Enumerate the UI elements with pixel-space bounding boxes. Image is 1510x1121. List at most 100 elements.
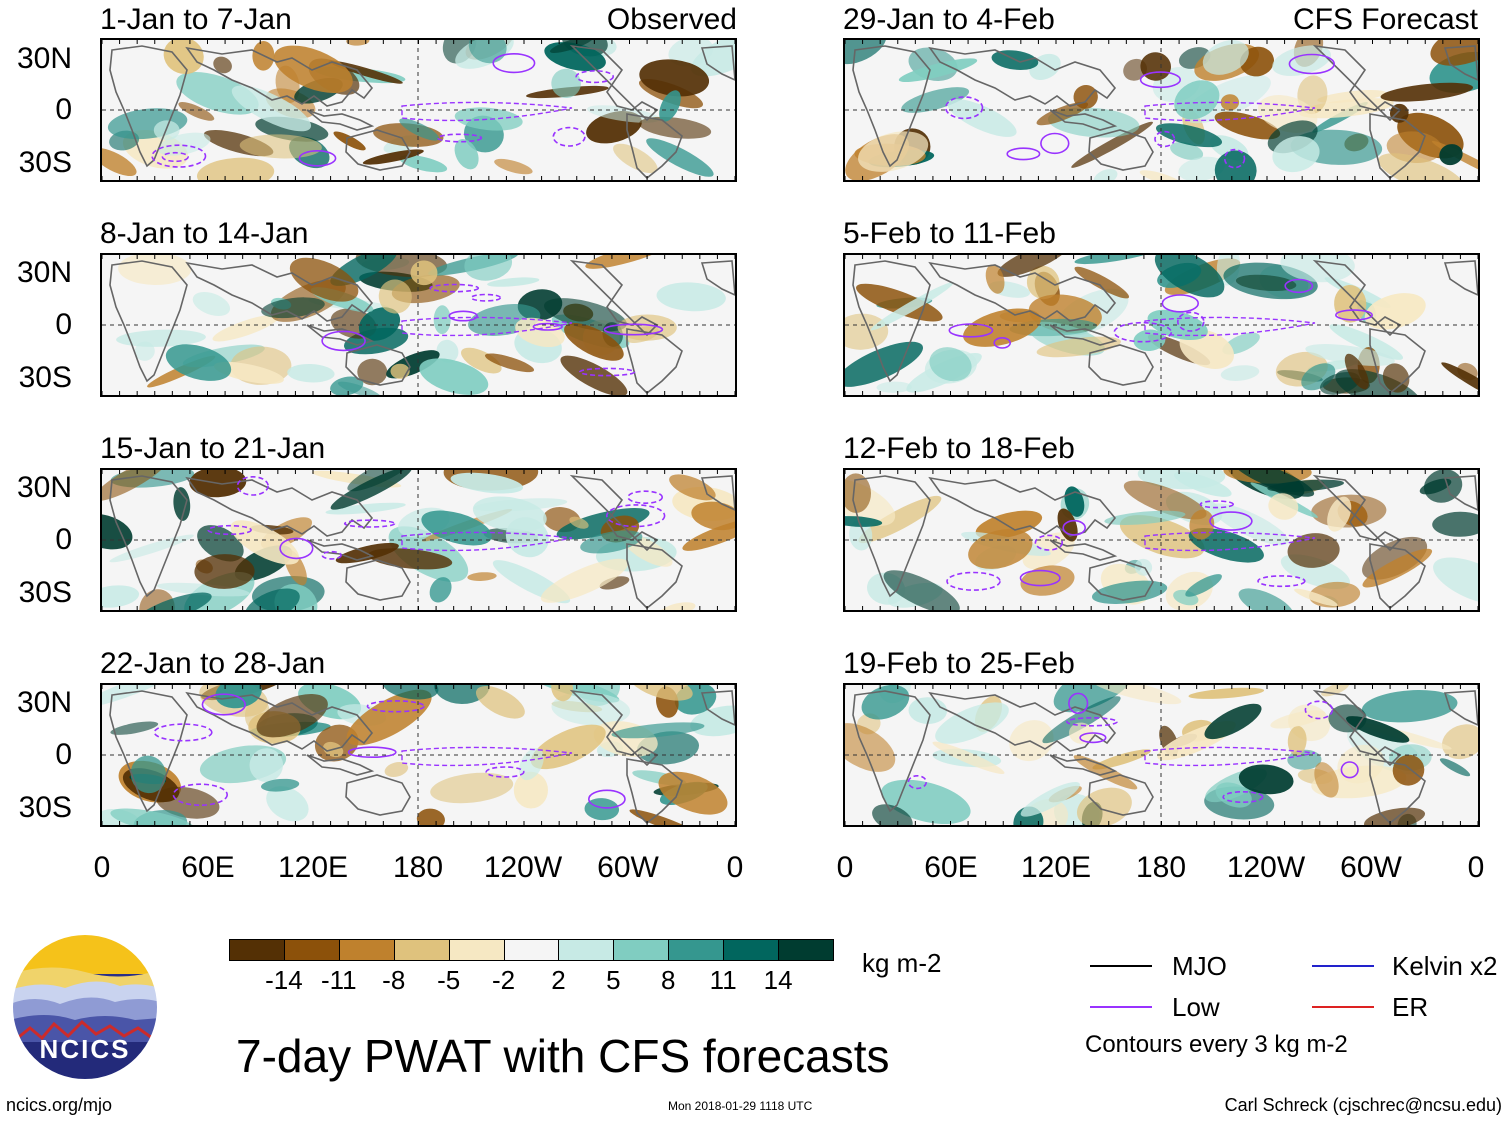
- coastline: [852, 475, 931, 598]
- coastline: [626, 758, 683, 825]
- anomaly-blob: [947, 99, 1017, 137]
- anomaly-blob: [1270, 710, 1326, 729]
- pwat-anomaly-map: [102, 40, 735, 180]
- source-url[interactable]: ncics.org/mjo: [6, 1095, 113, 1115]
- anomaly-blob: [429, 577, 452, 603]
- lon-label-120e: 120E: [277, 851, 349, 884]
- low-contour: [1304, 700, 1334, 720]
- anomaly-blob: [639, 59, 710, 97]
- kelvin-legend-line: [1312, 965, 1374, 967]
- anomaly-blob: [1069, 722, 1094, 744]
- anomaly-blob: [985, 264, 1005, 294]
- low-contour: [448, 310, 478, 322]
- pwat-anomaly-map: [102, 685, 735, 825]
- coastline: [1049, 109, 1118, 131]
- anomaly-blob: [1174, 471, 1232, 497]
- anomaly-blob: [639, 116, 712, 139]
- coastline: [928, 691, 1117, 752]
- anomaly-blob: [156, 582, 250, 597]
- low-contour: [1209, 511, 1253, 531]
- low-contour: [1019, 569, 1061, 587]
- anomaly-blob: [551, 685, 573, 702]
- anomaly-blob: [1430, 40, 1478, 66]
- colorbar-label: 11: [709, 965, 737, 995]
- anomaly-blob: [1439, 758, 1471, 777]
- author-credit: Carl Schreck (cjschrec@ncsu.edu): [1224, 1095, 1502, 1115]
- anomaly-blob: [1220, 365, 1260, 381]
- anomaly-blob: [1267, 479, 1344, 492]
- anomaly-blob: [1439, 144, 1463, 166]
- coastline: [626, 328, 683, 395]
- anomaly-blob: [997, 255, 1069, 277]
- colorbar-label: -5: [437, 965, 461, 995]
- anomaly-blob: [464, 255, 513, 281]
- anomaly-blob: [1170, 142, 1204, 160]
- lat-label-30n: 30N: [16, 42, 72, 75]
- anomaly-blob: [244, 588, 300, 610]
- anomaly-blob: [102, 470, 169, 501]
- coastline: [928, 46, 1117, 107]
- ncics-logo: NCICS: [10, 932, 160, 1082]
- anomaly-blob: [287, 363, 335, 383]
- anomaly-blob: [346, 40, 370, 46]
- anomaly-blob: [212, 314, 279, 342]
- anomaly-blob: [1382, 363, 1410, 393]
- colorbar-label: -8: [382, 965, 406, 995]
- lat-label-eq: 0: [55, 308, 72, 341]
- coastline: [928, 261, 1117, 322]
- low-contour: [1334, 309, 1373, 321]
- coastline: [1049, 754, 1118, 776]
- anomaly-blob: [330, 470, 412, 510]
- anomaly-blob: [192, 292, 231, 316]
- anomaly-blob: [690, 40, 735, 77]
- anomaly-blob: [378, 279, 412, 314]
- anomaly-blob: [436, 339, 459, 363]
- anomaly-blob: [682, 519, 735, 551]
- anomaly-blob: [856, 283, 943, 322]
- low-contour: [1079, 732, 1107, 744]
- anomaly-blob: [433, 305, 451, 335]
- colorbar-label: -2: [491, 965, 516, 995]
- coastline: [306, 324, 375, 346]
- low-contour: [552, 126, 586, 147]
- anomaly-blob: [691, 501, 735, 531]
- anomaly-blob: [1020, 565, 1075, 596]
- anomaly-blob: [487, 277, 540, 287]
- colorbar-swatch: [448, 939, 505, 961]
- coastline: [626, 113, 683, 180]
- anomaly-blob: [1380, 82, 1474, 102]
- coastline: [1088, 344, 1154, 386]
- anomaly-blob: [858, 495, 942, 544]
- lat-label-30n: 30N: [16, 686, 72, 719]
- anomaly-blob: [256, 693, 328, 738]
- anomaly-blob: [629, 685, 693, 701]
- anomaly-blob: [165, 344, 232, 381]
- coastline: [109, 690, 188, 813]
- anomaly-blob: [116, 329, 206, 347]
- anomaly-blob: [858, 131, 929, 172]
- low-contour: [1340, 761, 1359, 779]
- low-legend-label: Low: [1172, 992, 1220, 1022]
- anomaly-blob: [883, 570, 960, 610]
- coastline: [345, 129, 411, 171]
- map-panel-3: [100, 468, 737, 612]
- low-legend-line: [1090, 1006, 1152, 1008]
- anomaly-blob: [196, 157, 275, 180]
- anomaly-blob: [1155, 123, 1223, 148]
- low-contour: [437, 133, 483, 143]
- anomaly-blob: [102, 685, 173, 708]
- panel-title-1: 1-Jan to 7-Jan: [100, 3, 292, 36]
- coastline: [1049, 539, 1118, 561]
- anomaly-blob: [550, 40, 594, 54]
- colorbar-label: -11: [320, 965, 357, 995]
- coastline: [569, 259, 659, 337]
- mjo-legend-line: [1090, 965, 1152, 967]
- lat-label-eq: 0: [55, 738, 72, 771]
- low-contour: [1144, 746, 1316, 767]
- lon-label-180: 180: [392, 851, 444, 884]
- anomaly-blob: [1392, 754, 1425, 786]
- low-contour: [606, 504, 666, 528]
- low-contour: [401, 531, 573, 552]
- anomaly-blob: [215, 685, 262, 709]
- coastline: [345, 559, 411, 601]
